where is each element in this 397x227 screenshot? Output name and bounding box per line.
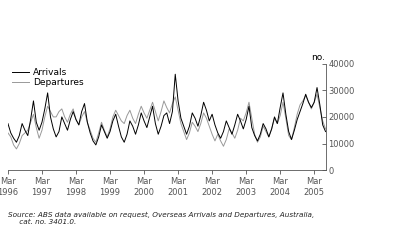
Arrivals bbox=[93, 143, 98, 146]
Departures bbox=[14, 148, 19, 150]
Departures bbox=[17, 142, 22, 145]
Arrivals bbox=[323, 130, 328, 133]
Departures bbox=[110, 116, 115, 118]
Line: Arrivals: Arrivals bbox=[8, 74, 326, 145]
Arrivals bbox=[275, 122, 280, 125]
Departures bbox=[247, 101, 251, 104]
Arrivals bbox=[306, 101, 311, 104]
Arrivals bbox=[249, 126, 254, 129]
Line: Departures: Departures bbox=[8, 94, 326, 149]
Arrivals bbox=[14, 141, 19, 144]
Departures bbox=[303, 94, 308, 97]
Departures bbox=[6, 131, 10, 134]
Arrivals bbox=[173, 73, 177, 76]
Text: Source: ABS data available on request, Overseas Arrivals and Departures, Austral: Source: ABS data available on request, O… bbox=[8, 212, 314, 225]
Departures bbox=[20, 134, 25, 137]
Departures bbox=[323, 128, 328, 130]
Departures bbox=[315, 93, 320, 96]
Text: no.: no. bbox=[312, 54, 326, 62]
Departures bbox=[272, 117, 277, 120]
Arrivals bbox=[110, 120, 115, 122]
Arrivals bbox=[17, 134, 22, 137]
Arrivals bbox=[6, 122, 10, 125]
Legend: Arrivals, Departures: Arrivals, Departures bbox=[12, 68, 84, 87]
